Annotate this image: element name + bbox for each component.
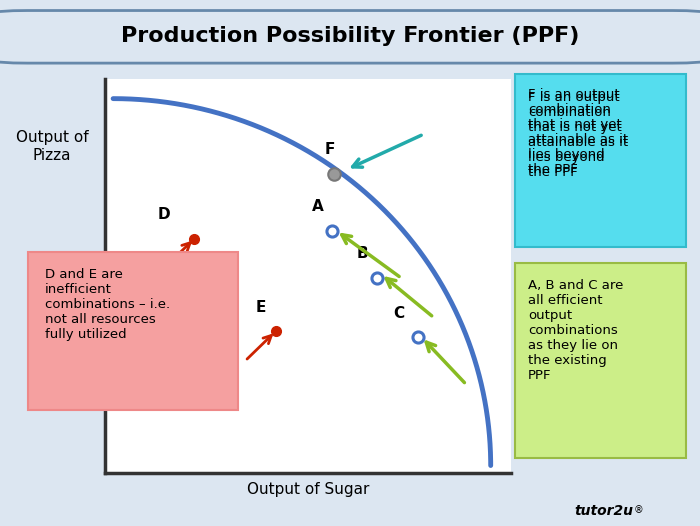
Text: E: E	[256, 300, 265, 315]
Text: F is an output
combination
that is not yet
attainable as it
lies beyond
the PPF: F is an output combination that is not y…	[528, 87, 629, 176]
Text: D and E are
inefficient
combinations – i.e.
not all resources
fully utilized: D and E are inefficient combinations – i…	[45, 268, 170, 341]
FancyBboxPatch shape	[514, 74, 686, 247]
Text: Production Possibility Frontier (PPF): Production Possibility Frontier (PPF)	[121, 26, 579, 46]
Text: D: D	[158, 207, 170, 222]
Text: F is an output
combination
that is not yet
attainable as it
lies beyond
the PPF: F is an output combination that is not y…	[528, 91, 629, 179]
FancyBboxPatch shape	[514, 263, 686, 458]
FancyBboxPatch shape	[28, 252, 238, 410]
Text: ®: ®	[634, 505, 643, 515]
Text: tutor2u: tutor2u	[574, 504, 633, 518]
Text: C: C	[393, 306, 405, 320]
FancyBboxPatch shape	[0, 11, 700, 63]
Text: A, B and C are
all efficient
output
combinations
as they lie on
the existing
PPF: A, B and C are all efficient output comb…	[528, 279, 624, 381]
X-axis label: Output of Sugar: Output of Sugar	[247, 482, 369, 497]
Text: A: A	[312, 199, 324, 214]
Text: B: B	[357, 246, 368, 261]
Text: Output of
Pizza: Output of Pizza	[16, 130, 88, 163]
Text: F: F	[324, 142, 335, 157]
